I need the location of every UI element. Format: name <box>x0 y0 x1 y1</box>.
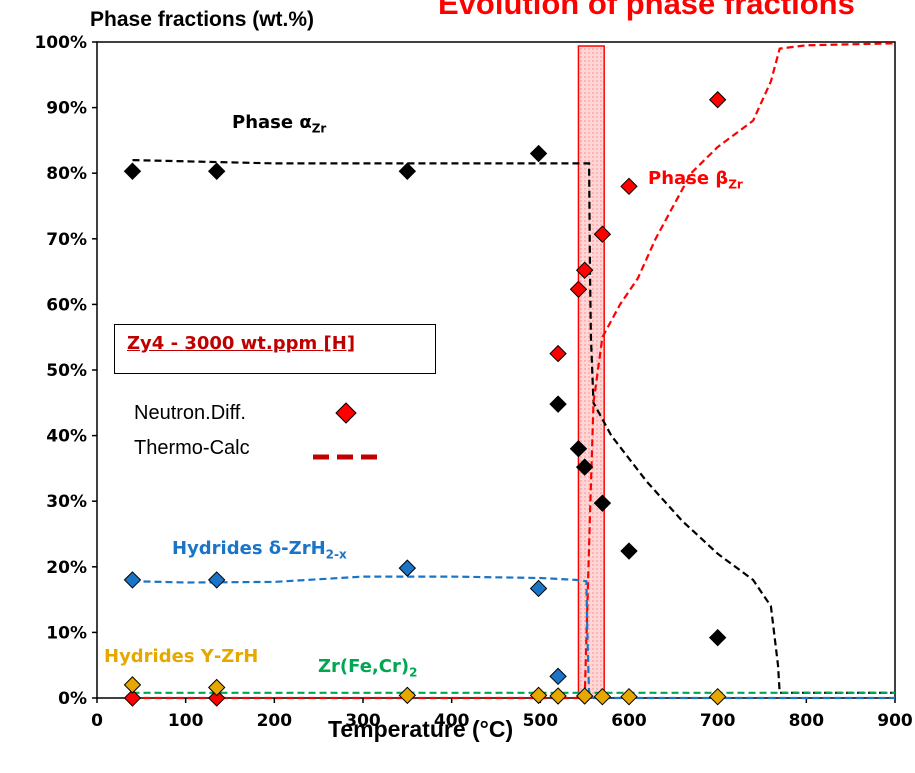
legend-thermocalc-label: Thermo-Calc <box>134 437 250 459</box>
gamma-data-point <box>529 686 548 705</box>
alpha-data-point <box>593 494 612 512</box>
y-tick-label: 0% <box>58 689 87 709</box>
delta-data-point <box>529 579 548 598</box>
gamma-data-point <box>207 678 226 697</box>
x-tick-label: 200 <box>257 711 293 731</box>
delta-data-point <box>398 559 417 577</box>
chart-title: Evolution of phase fractions <box>438 0 855 21</box>
alpha-data-point <box>569 440 588 458</box>
gamma-data-point <box>398 686 417 705</box>
alpha-thermocalc-curve <box>132 159 895 694</box>
y-tick-label: 70% <box>46 230 87 250</box>
beta-data-point <box>575 261 594 279</box>
gamma-data-point <box>620 687 638 706</box>
beta-data-point <box>549 344 567 363</box>
alpha-data-point <box>529 144 548 163</box>
y-tick-label: 90% <box>46 99 87 119</box>
legend-neutron-marker <box>335 402 357 424</box>
beta-data-point <box>708 91 727 109</box>
x-tick-label: 400 <box>434 711 470 731</box>
alloy-label-box: Zy4 - 3000 wt.ppm [H] <box>114 324 436 374</box>
y-axis-label: Phase fractions (wt.%) <box>90 8 315 31</box>
y-tick-label: 60% <box>46 295 87 315</box>
x-axis-label: Temperature (°C) <box>328 716 514 742</box>
y-tick-label: 10% <box>46 623 87 643</box>
delta-hydride-label: Hydrides δ-ZrH2-x <box>172 538 347 562</box>
delta-data-point <box>207 571 226 589</box>
alpha-data-point <box>620 542 638 560</box>
alpha-data-point <box>549 395 567 413</box>
gamma-hydride-label: Hydrides Υ-ZrH <box>104 646 259 667</box>
delta-data-point <box>549 667 567 686</box>
x-tick-label: 500 <box>523 711 559 731</box>
beta-data-point <box>123 689 142 707</box>
y-tick-label: 40% <box>46 427 87 447</box>
beta-series-label: Phase βZr <box>648 168 743 192</box>
alpha-data-point <box>207 162 226 180</box>
delta-thermocalc-curve <box>132 575 895 700</box>
x-tick-label: 900 <box>877 711 913 731</box>
alpha-data-point <box>123 162 142 180</box>
alpha-data-point <box>575 458 594 476</box>
delta-data-point <box>123 571 142 589</box>
x-tick-label: 800 <box>789 711 825 731</box>
alpha-series-label: Phase αZr <box>232 112 327 136</box>
beta-data-point <box>569 280 588 299</box>
beta-data-point <box>207 689 226 707</box>
alpha-data-point <box>708 628 727 647</box>
gamma-data-point <box>549 687 567 705</box>
y-tick-label: 20% <box>46 558 87 578</box>
y-tick-label: 100% <box>34 33 87 53</box>
gamma-data-point <box>123 676 142 694</box>
x-tick-label: 600 <box>611 711 647 731</box>
laves-phase-label: Zr(Fe,Cr)2 <box>318 656 418 680</box>
x-tick-label: 700 <box>700 711 736 731</box>
y-tick-label: 50% <box>46 361 87 381</box>
x-tick-label: 0 <box>91 711 103 731</box>
y-tick-label: 80% <box>46 164 87 184</box>
y-tick-label: 30% <box>46 492 87 512</box>
legend-neutron-label: Neutron.Diff. <box>134 402 246 424</box>
gamma-data-point <box>708 687 727 706</box>
alloy-label: Zy4 - 3000 wt.ppm [H] <box>127 333 356 354</box>
gamma-data-point <box>575 687 594 705</box>
x-tick-label: 100 <box>168 711 204 731</box>
gamma-data-point <box>593 687 612 706</box>
alpha-data-point <box>398 162 417 180</box>
x-tick-label: 300 <box>345 711 381 731</box>
beta-data-point <box>620 177 638 196</box>
beta-data-point <box>593 225 612 243</box>
